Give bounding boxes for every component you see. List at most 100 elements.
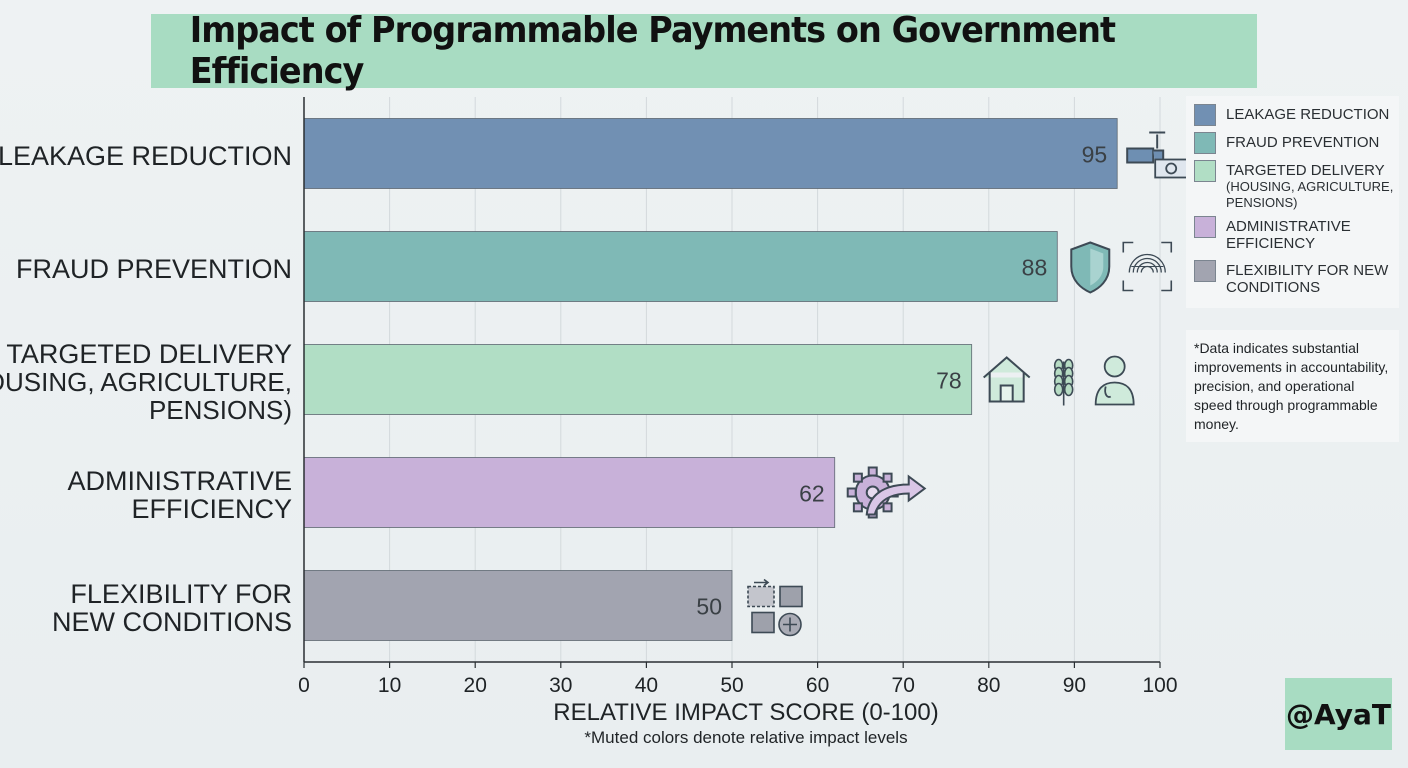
legend-label: FRAUD PREVENTION (1226, 134, 1396, 151)
fingerprint-ridge (1128, 253, 1166, 273)
legend-label-line: EFFICIENCY (1226, 235, 1316, 252)
category-label-line: EFFICIENCY (131, 493, 292, 524)
blocks-plus-icon (747, 578, 803, 637)
chart-title: Impact of Programmable Payments on Gover… (189, 10, 1116, 92)
bar-value-label: 78 (936, 368, 962, 394)
legend-item: FLEXIBILITY FOR NEW CONDITIONS (1194, 260, 1396, 296)
legend-label: TARGETED DELIVERY (HOUSING, AGRICULTURE, P… (1226, 162, 1396, 211)
dashed-block (747, 585, 775, 608)
bar-value-label: 95 (1082, 142, 1108, 168)
category-label-line: NEW CONDITIONS (52, 606, 292, 637)
x-tick-label: 30 (549, 674, 572, 697)
category-label-line: TARGETED DELIVERY (6, 338, 292, 369)
person-head (1103, 355, 1126, 378)
block (779, 585, 803, 608)
category-label-line: PENSIONS) (148, 394, 292, 425)
move-arrow (754, 578, 770, 587)
x-tick-label: 90 (1063, 674, 1086, 697)
legend-label-line: CONDITIONS (1226, 279, 1321, 296)
bar (303, 344, 973, 415)
legend-label: LEAKAGE REDUCTION (1226, 106, 1396, 123)
author-handle: @AyaT (1285, 678, 1392, 750)
health-worker-icon (1094, 355, 1135, 406)
wheat-grain (1053, 382, 1064, 397)
legend-swatch (1194, 260, 1216, 282)
house-door (999, 384, 1014, 403)
gear-tooth (882, 472, 893, 483)
bar-value-label: 62 (799, 481, 825, 507)
banknote-icon (1154, 158, 1189, 179)
legend-swatch (1194, 160, 1216, 182)
gear-tooth (867, 466, 878, 477)
bar-value-label: 88 (1022, 255, 1048, 281)
gear-arrow-icon (846, 466, 927, 519)
category-label: FRAUD PREVENTION (16, 255, 292, 283)
legend-item: TARGETED DELIVERY (HOUSING, AGRICULTURE, P… (1194, 160, 1396, 211)
fingerprint-ridge (1132, 257, 1162, 273)
legend-swatch (1194, 132, 1216, 154)
legend-item: LEAKAGE REDUCTION (1194, 104, 1396, 126)
wheat-grain (1063, 382, 1074, 397)
category-label-line: FLEXIBILITY FOR (70, 578, 292, 609)
shield-inner (1090, 248, 1104, 286)
legend-label-line: LEAKAGE REDUCTION (1226, 106, 1390, 123)
legend-label-line: TARGETED DELIVERY (1226, 162, 1385, 179)
category-label: FLEXIBILITY FOR NEW CONDITIONS (52, 580, 292, 636)
legend-item: FRAUD PREVENTION (1194, 132, 1396, 154)
bar-value-label: 50 (696, 594, 722, 620)
x-tick-label: 100 (1142, 674, 1177, 697)
fingerprint-ridge (1136, 261, 1158, 273)
x-tick-label: 10 (378, 674, 401, 697)
stethoscope (1104, 386, 1112, 398)
x-tick-label: 40 (635, 674, 658, 697)
x-axis-title: RELATIVE IMPACT SCORE (0-100) (553, 699, 939, 726)
person-body (1094, 381, 1135, 406)
x-tick-label: 50 (720, 674, 743, 697)
legend-label-line: PENSIONS) (1226, 195, 1298, 210)
category-label: TARGETED DELIVERY(HOUSING, AGRICULTURE,P… (0, 340, 292, 424)
fingerprint-ridge (1140, 265, 1154, 273)
legend-label: FLEXIBILITY FOR NEW CONDITIONS (1226, 262, 1396, 296)
x-tick-label: 60 (806, 674, 829, 697)
category-label-line: FRAUD PREVENTION (15, 253, 292, 284)
x-axis-footnote: *Muted colors denote relative impact lev… (584, 728, 908, 747)
shield-icon (1070, 241, 1111, 294)
gear-tooth (852, 472, 863, 483)
legend-swatch (1194, 104, 1216, 126)
category-label: ADMINISTRATIVE EFFICIENCY (67, 467, 292, 523)
bar (303, 457, 836, 528)
x-tick-label: 20 (464, 674, 487, 697)
category-label-line: ADMINISTRATIVE (67, 465, 292, 496)
note-rect (1154, 158, 1189, 179)
annotation-note: *Data indicates substantial improvements… (1186, 330, 1399, 442)
wheat-icon (1053, 358, 1074, 406)
legend-label-line: (HOUSING, AGRICULTURE, (1226, 179, 1394, 194)
gear-tooth (846, 487, 857, 498)
legend-label-line: FRAUD PREVENTION (1226, 134, 1380, 151)
x-tick-label: 80 (977, 674, 1000, 697)
category-label: LEAKAGE REDUCTION (0, 142, 292, 170)
scan-frame (1122, 241, 1173, 292)
plus-sign (783, 617, 797, 632)
gear-tooth (882, 502, 893, 513)
bar (303, 570, 733, 641)
x-tick-label: 0 (298, 674, 310, 697)
category-label-line: (HOUSING, AGRICULTURE, (0, 366, 292, 397)
block (751, 611, 775, 634)
title-banner: Impact of Programmable Payments on Gover… (151, 10, 1257, 92)
gear-tooth (852, 502, 863, 513)
note-circle (1165, 162, 1178, 175)
faucet-body (1126, 147, 1155, 164)
fingerprint-icon (1122, 241, 1173, 292)
legend-label-line: FLEXIBILITY FOR NEW (1226, 262, 1389, 279)
curved-arrow (865, 474, 927, 516)
category-label-line: LEAKAGE REDUCTION (0, 140, 292, 171)
bar (303, 118, 1118, 189)
legend-label-line: ADMINISTRATIVE (1226, 218, 1351, 235)
house-icon (983, 356, 1031, 403)
bar (303, 231, 1058, 302)
legend-label: ADMINISTRATIVE EFFICIENCY (1226, 218, 1396, 252)
legend-swatch (1194, 216, 1216, 238)
legend: LEAKAGE REDUCTION FRAUD PREVENTION TARGETE… (1186, 96, 1399, 308)
